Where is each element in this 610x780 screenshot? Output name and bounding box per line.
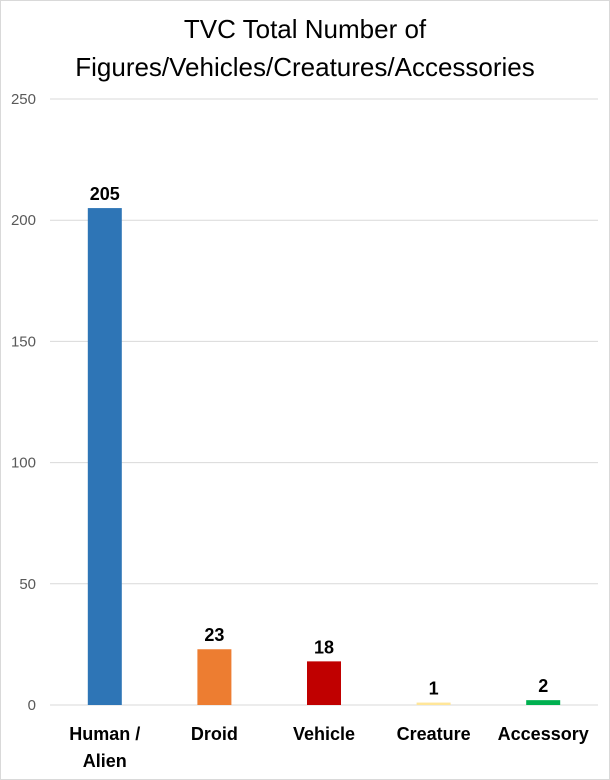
data-label-1: 23 [204,625,224,645]
data-label-4: 2 [538,676,548,696]
category-label-1-0: Droid [191,724,238,744]
data-label-2: 18 [314,637,334,657]
category-labels: Human / Alien Droid Vehicle Creature Accessor… [69,724,588,771]
y-tick-label-150: 150 [11,333,36,350]
chart-title: TVC Total Number of Figures/Vehicles/Cre… [0,10,610,86]
gridlines [50,98,598,706]
data-label-0: 205 [90,184,120,204]
y-tick-label-0: 0 [28,697,36,714]
category-label-0-1: Alien [83,751,127,771]
category-label-4-0: Accessory [498,724,589,744]
bar-3 [416,702,451,705]
bar-1 [197,649,232,705]
category-label-0-0: Human / [69,724,140,744]
y-tick-label-50: 50 [19,576,36,593]
y-tick-label-250: 250 [11,91,36,108]
bar-2 [307,661,341,705]
chart-title-line-1: TVC Total Number of [183,14,427,44]
bar-4 [526,700,561,705]
chart-title-line-2: Figures/Vehicles/Creatures/Accessories [75,52,535,82]
data-label-3: 1 [429,679,439,699]
category-label-3-0: Creature [397,724,471,744]
y-tick-label-200: 200 [11,212,36,229]
bars [87,208,561,705]
y-axis-tick-labels: 0 50 100 150 200 250 [11,91,36,714]
data-labels: 205 23 18 1 2 [90,184,548,698]
bar-0 [87,208,122,705]
y-tick-label-100: 100 [11,455,36,472]
category-label-2-0: Vehicle [293,724,355,744]
